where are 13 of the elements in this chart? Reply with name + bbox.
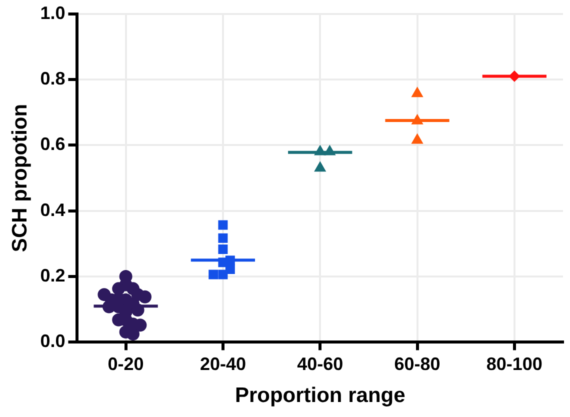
x-tick-label: 0-20 [108, 354, 144, 374]
y-tick-label: 0.2 [40, 265, 66, 286]
y-axis-title: SCH propotion [8, 104, 32, 252]
x-tick-label: 20-40 [200, 354, 246, 374]
y-tick-label: 0.6 [40, 134, 66, 154]
x-tick-label: 60-80 [394, 354, 440, 374]
x-tick-label: 40-60 [297, 354, 344, 374]
y-tick-label: 1.0 [40, 2, 66, 23]
x-tick-label: 80-100 [486, 354, 542, 374]
y-tick-label: 0.4 [40, 200, 66, 220]
y-tick-label: 0.8 [40, 68, 66, 88]
x-axis-title: Proportion range [234, 384, 406, 408]
y-tick-label: 0.0 [40, 331, 66, 352]
